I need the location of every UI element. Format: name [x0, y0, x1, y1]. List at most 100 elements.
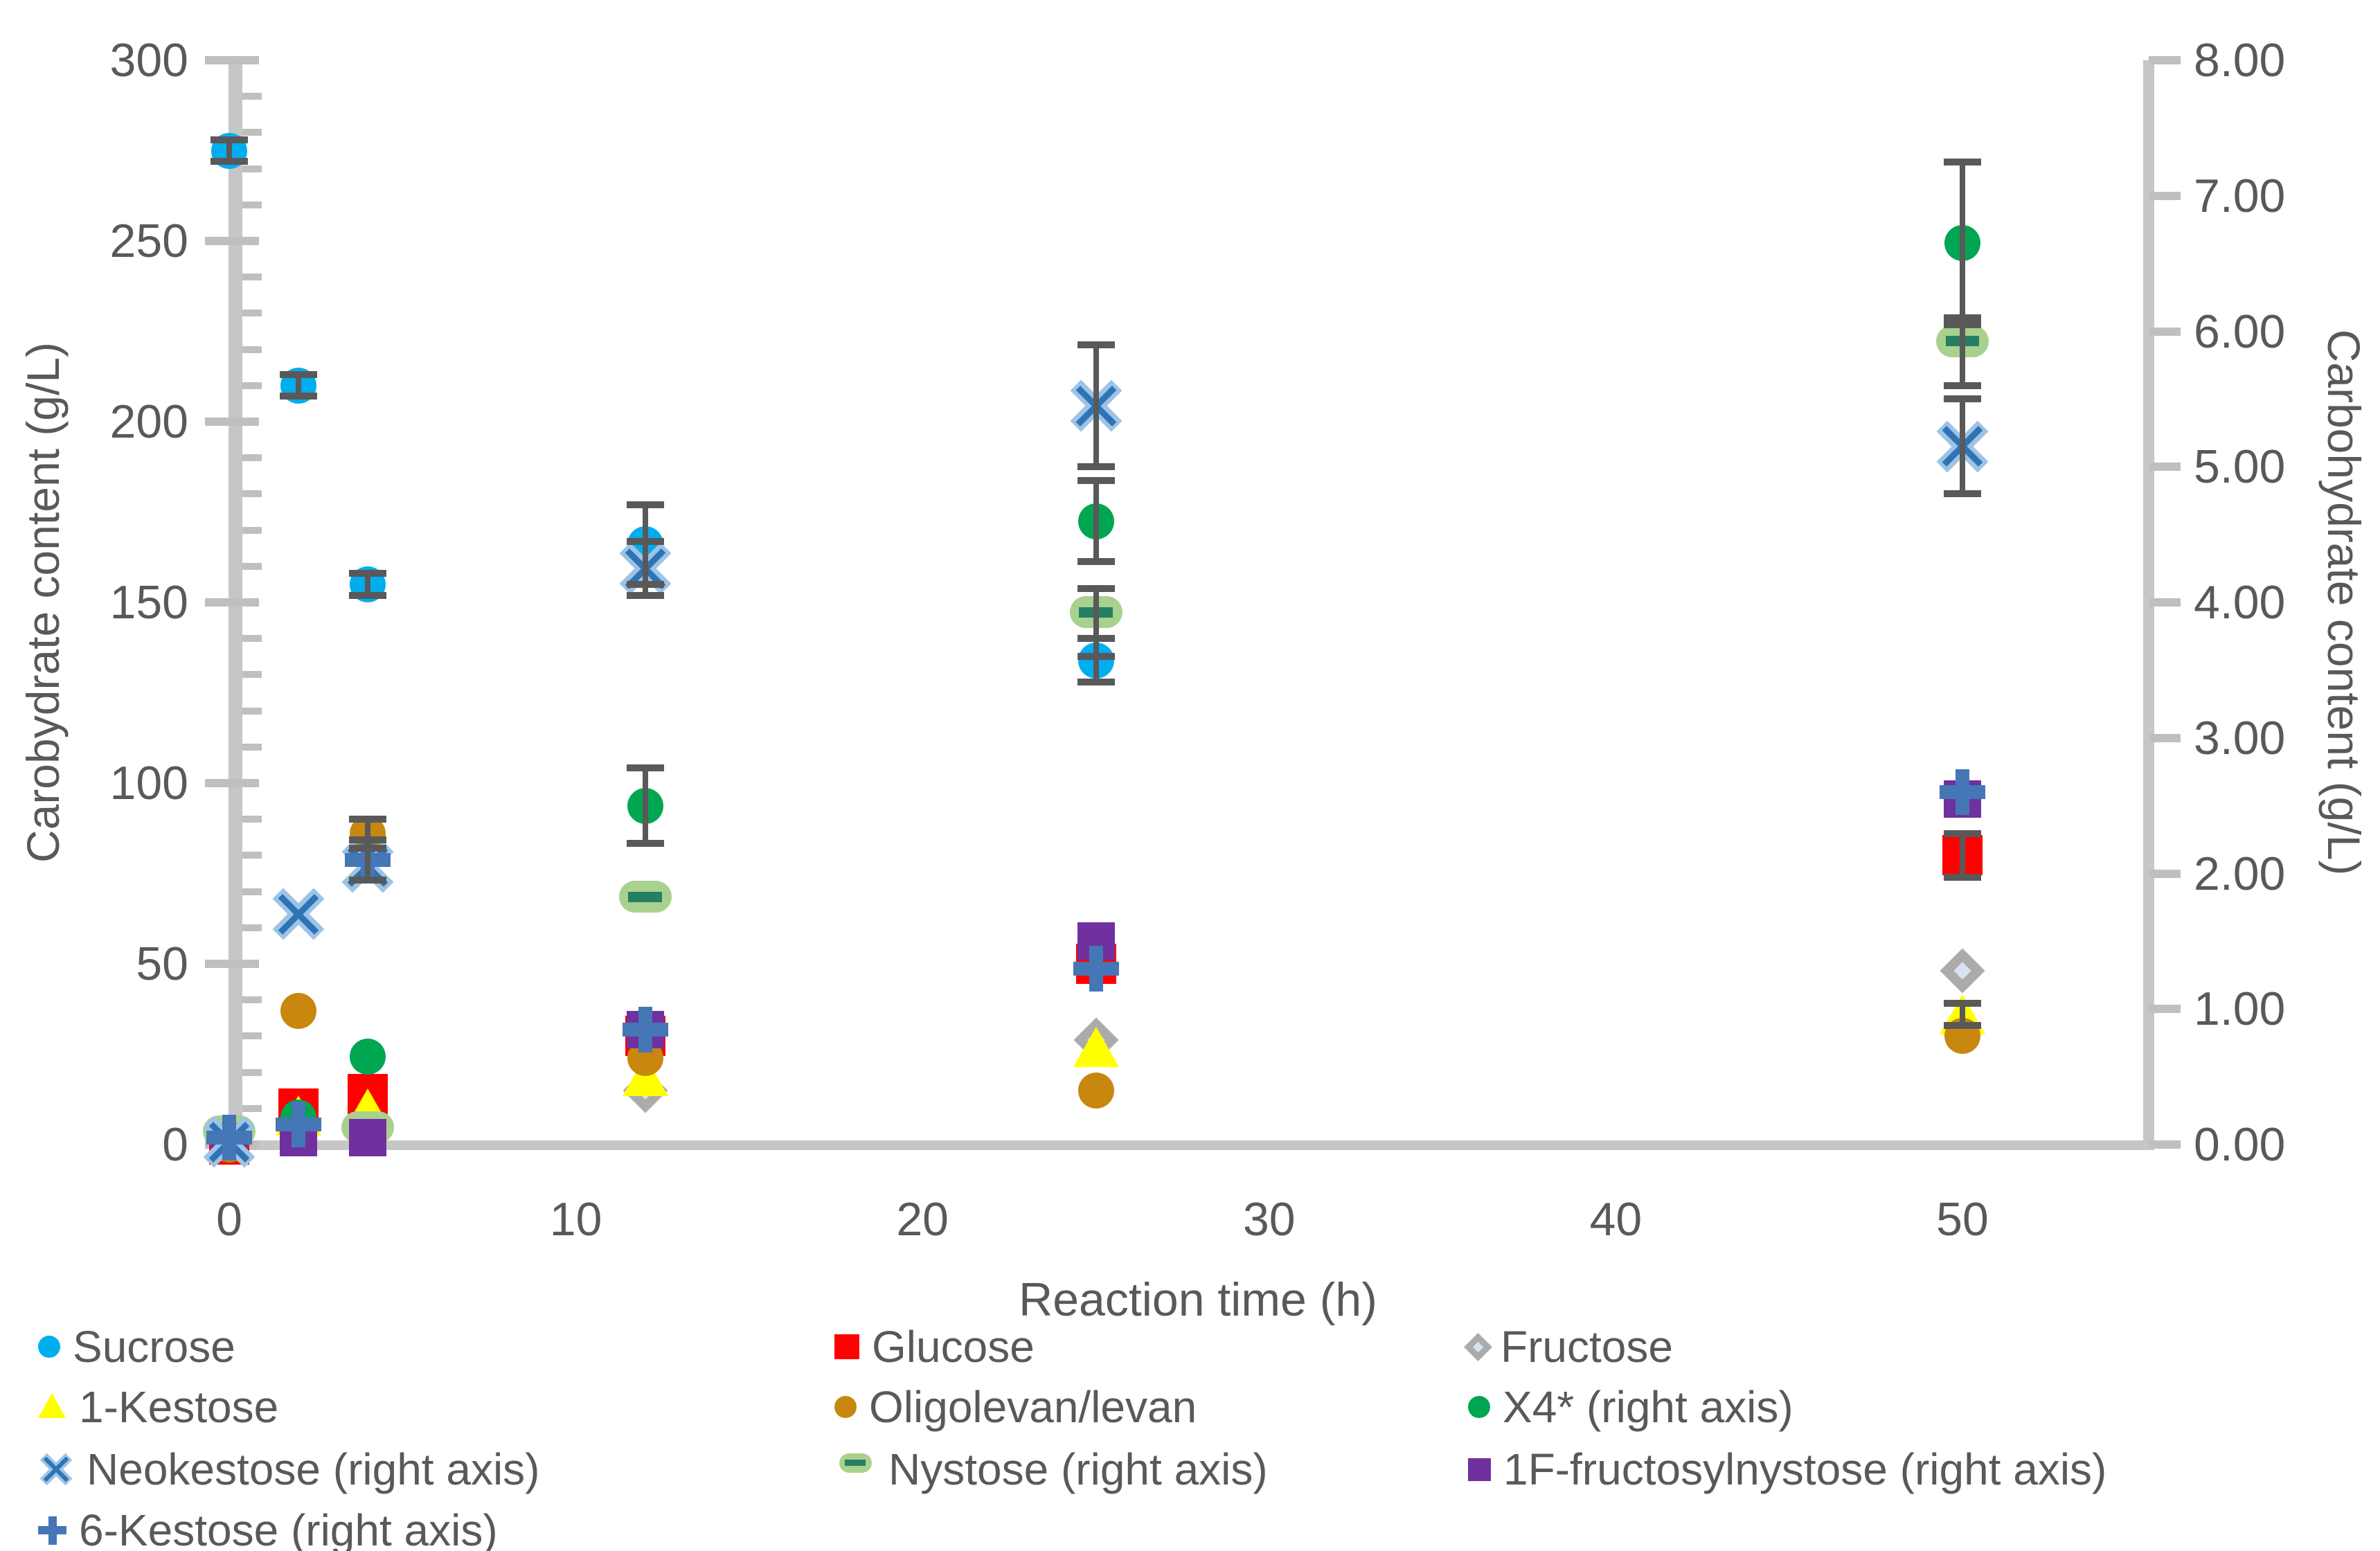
- error-bar-cap: [280, 371, 318, 379]
- legend-marker-dash-icon-part: [844, 1459, 866, 1467]
- y-left-tick-label: 50: [136, 938, 188, 990]
- legend-item-fructose: Fructose: [1463, 1319, 1673, 1374]
- error-bar: [1960, 317, 1965, 386]
- error-bar-cap: [1944, 490, 1981, 498]
- y-left-minor-tick: [242, 165, 262, 172]
- y-left-minor-tick: [242, 1032, 262, 1040]
- y-right-tick-label: 8.00: [2194, 34, 2286, 87]
- legend-label: Nystose (right axis): [888, 1444, 1268, 1494]
- x-axis-title: Reaction time (h): [1019, 1273, 1377, 1326]
- error-bar-cap: [349, 816, 387, 823]
- y-left-major-tick: [205, 56, 259, 64]
- y-right-tick-label: 7.00: [2194, 169, 2286, 222]
- x-tick-label: 20: [896, 1193, 949, 1246]
- error-bar-cap: [349, 836, 387, 843]
- y-left-major-tick: [205, 960, 259, 968]
- y-right-tick-label: 6.00: [2194, 305, 2286, 358]
- legend-marker: [834, 1453, 876, 1486]
- marker-1f-fructosylnystose-right-axis-: [349, 1119, 387, 1157]
- y-left-minor-tick: [242, 562, 262, 570]
- legend-item-6-kestose-right-axis-: 6-Kestose (right axis): [38, 1503, 498, 1551]
- legend-label: Fructose: [1501, 1322, 1673, 1372]
- legend-marker-plus-icon: [38, 1516, 66, 1545]
- error-bar: [365, 839, 371, 881]
- legend-marker-circle-icon: [38, 1336, 60, 1358]
- y-right-tick-label: 2.00: [2194, 847, 2286, 900]
- legend-marker: [834, 1396, 857, 1418]
- y-left-major-tick: [205, 418, 259, 426]
- error-bar-cap: [626, 501, 664, 509]
- marker-fructose-part: [1953, 962, 1972, 980]
- legend-label: 1-Kestose: [79, 1382, 279, 1432]
- y-left-minor-tick: [242, 346, 262, 353]
- legend-item-glucose: Glucose: [834, 1319, 1035, 1374]
- error-bar: [365, 573, 371, 595]
- y-right-major-tick: [2149, 463, 2181, 472]
- y-left-minor-tick: [242, 816, 262, 823]
- error-bar-cap: [349, 877, 387, 884]
- marker-6-kestose-right-axis--part: [276, 1117, 322, 1131]
- legend-label: Sucrose: [73, 1322, 235, 1372]
- y-left-minor-tick: [242, 454, 262, 462]
- error-bar-cap: [1077, 585, 1115, 593]
- legend-label: X4* (right axis): [1503, 1382, 1793, 1432]
- error-bar-cap: [1944, 158, 1981, 165]
- legend-marker-x-icon: [39, 1453, 73, 1486]
- x-tick-label: 10: [549, 1193, 602, 1246]
- legend-marker: [38, 1453, 74, 1486]
- marker-oligolevan-levan: [1077, 1072, 1114, 1109]
- error-bar: [1093, 480, 1099, 562]
- legend-item-1-kestose: 1-Kestose: [38, 1379, 278, 1435]
- y-left-tick-label: 0: [162, 1118, 188, 1171]
- y-left-minor-tick: [242, 129, 262, 136]
- legend-marker-diamond-icon: [1463, 1332, 1493, 1361]
- y-axis-left-title: Carobydrate content (g/L): [17, 341, 69, 863]
- y-left-tick-label: 150: [109, 576, 188, 629]
- y-left-major-tick: [205, 237, 259, 245]
- marker-6-kestose-right-axis-: [622, 1006, 668, 1052]
- legend-marker: [1468, 1458, 1491, 1481]
- y-left-minor-tick: [242, 526, 262, 534]
- legend-marker-circle-icon: [1468, 1396, 1490, 1418]
- y-left-minor-tick: [242, 310, 262, 317]
- x-tick-label: 50: [1936, 1193, 1989, 1246]
- legend-item-nystose-right-axis-: Nystose (right axis): [834, 1442, 1268, 1497]
- legend-item-sucrose: Sucrose: [38, 1319, 235, 1374]
- y-axis-right-title: Carbohydrate content (g/L): [2318, 329, 2370, 876]
- x-tick-label: 40: [1589, 1193, 1643, 1246]
- x-tick-label: 0: [216, 1193, 242, 1246]
- y-right-tick-label: 3.00: [2194, 711, 2286, 764]
- marker-6-kestose-right-axis--part: [206, 1131, 252, 1145]
- y-left-minor-tick: [242, 888, 262, 895]
- legend-label: 1F-fructosylnystose (right axis): [1503, 1444, 2107, 1494]
- error-bar-cap: [1077, 558, 1115, 566]
- y-right-major-tick: [2149, 1140, 2181, 1149]
- y-left-minor-tick: [242, 924, 262, 931]
- error-bar: [1960, 399, 1965, 494]
- error-bar: [1093, 345, 1099, 467]
- error-bar-cap: [626, 840, 664, 848]
- legend-item-oligolevan-levan: Oligolevan/levan: [834, 1379, 1197, 1435]
- error-bar: [1960, 834, 1965, 877]
- error-bar-cap: [211, 136, 248, 143]
- marker-6-kestose-right-axis--part: [1073, 961, 1119, 976]
- legend-marker-dash-icon: [839, 1453, 872, 1473]
- legend-marker-circle-icon: [834, 1396, 857, 1418]
- error-bar-cap: [1077, 653, 1115, 661]
- legend-marker-triangle-icon: [38, 1392, 66, 1418]
- y-left-minor-tick: [242, 1104, 262, 1112]
- error-bar: [226, 139, 232, 162]
- error-bar-cap: [1077, 463, 1115, 471]
- y-right-tick-label: 4.00: [2194, 576, 2286, 629]
- y-right-major-tick: [2149, 56, 2181, 64]
- error-bar: [296, 375, 302, 397]
- legend-marker-plus-icon-part: [38, 1526, 66, 1534]
- error-bar-cap: [349, 570, 387, 577]
- legend-marker-square-icon: [1468, 1458, 1491, 1481]
- error-bar: [365, 819, 371, 848]
- y-right-tick-label: 1.00: [2194, 983, 2286, 1036]
- legend-marker: [38, 1392, 66, 1422]
- y-left-tick-label: 250: [109, 215, 188, 267]
- y-left-minor-tick: [242, 707, 262, 715]
- error-bar: [1960, 1003, 1965, 1025]
